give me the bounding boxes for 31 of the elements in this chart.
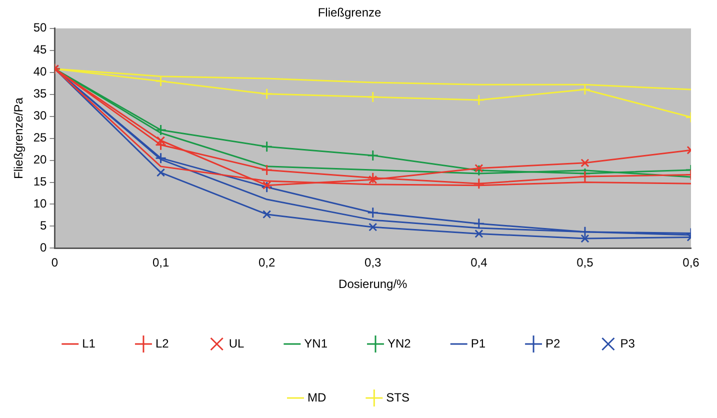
y-tick-label: 45 (33, 42, 48, 57)
x-tick-label: 0 (51, 256, 58, 270)
legend-label: P3 (620, 336, 636, 350)
legend-label: YN1 (304, 336, 328, 350)
x-axis-title: Dosierung/% (338, 277, 408, 292)
x-tick-label: 0,2 (258, 256, 276, 270)
y-tick-label: 0 (40, 240, 48, 255)
legend-label: STS (386, 390, 410, 404)
x-tick-label: 0,3 (364, 256, 382, 270)
legend-label: UL (228, 336, 244, 350)
x-tick-label: 0,1 (152, 256, 170, 270)
y-tick-label: 20 (33, 152, 48, 167)
legend-label: P2 (546, 336, 561, 350)
x-tick-label: 0,4 (470, 256, 488, 270)
y-tick-label: 10 (33, 196, 48, 211)
y-axis-title: Fließgrenze/Pa (12, 97, 26, 179)
legend-label: L2 (155, 336, 170, 350)
y-tick-label: 5 (40, 218, 48, 233)
y-tick-label: 50 (33, 20, 48, 35)
x-tick-label: 0,6 (682, 256, 700, 270)
chart-title: Fließgrenze (318, 6, 382, 20)
y-tick-label: 40 (33, 64, 48, 79)
legend-label: MD (308, 390, 326, 404)
y-tick-label: 30 (33, 108, 48, 123)
y-tick-label: 35 (33, 86, 48, 101)
legend-label: L1 (82, 336, 96, 350)
legend-label: P1 (470, 336, 486, 350)
x-tick-label: 0,5 (576, 256, 594, 270)
legend-label: YN2 (388, 336, 412, 350)
y-tick-label: 25 (33, 130, 48, 145)
y-tick-label: 15 (33, 174, 48, 189)
